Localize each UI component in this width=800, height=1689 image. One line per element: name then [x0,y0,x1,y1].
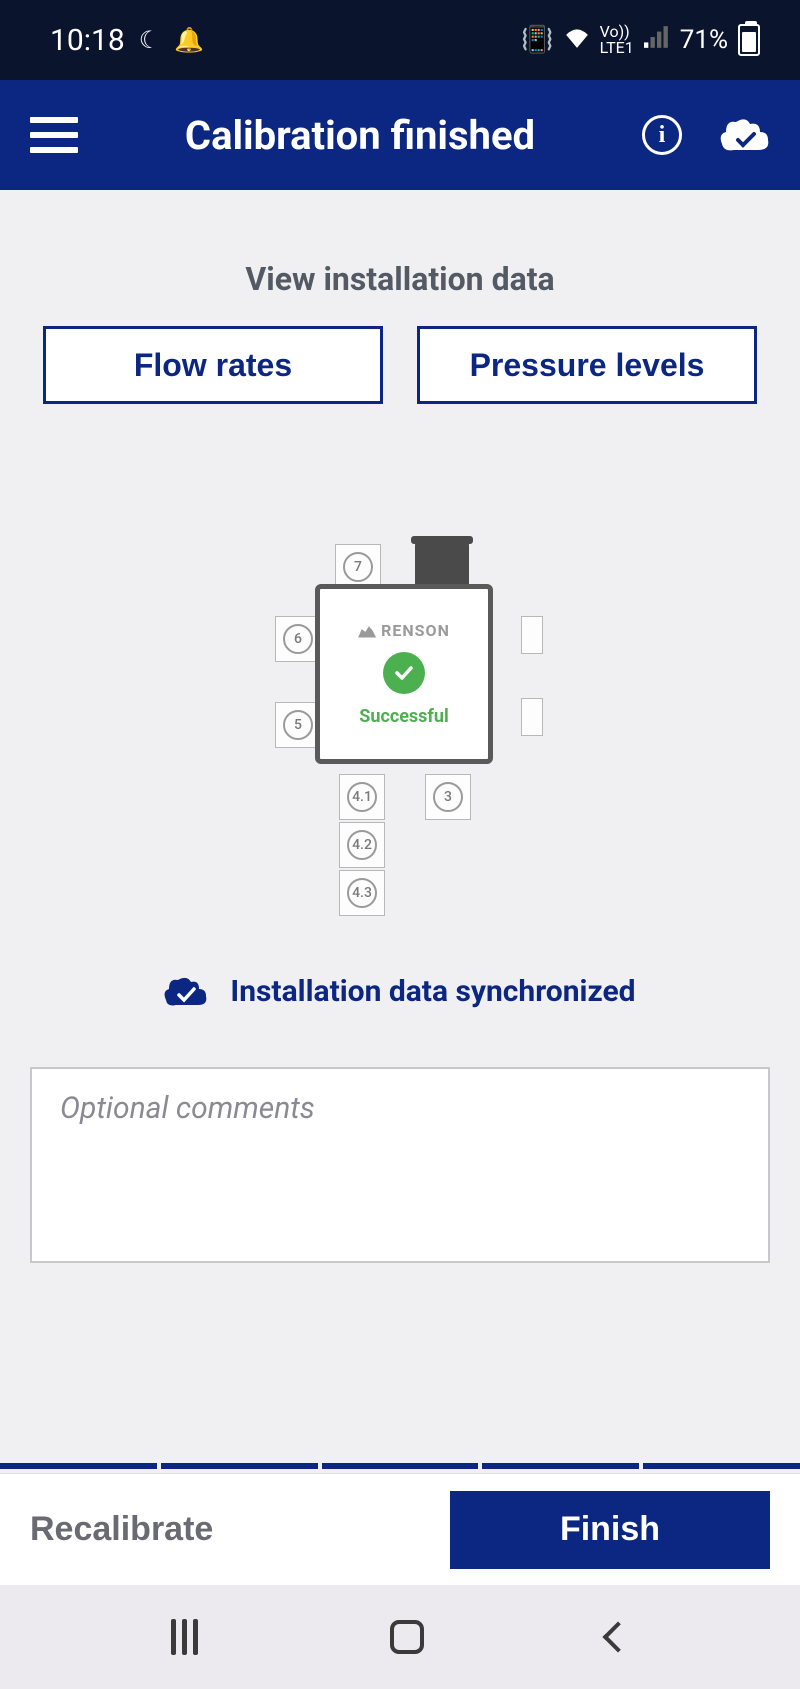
exhaust-port [415,542,469,586]
app-header: Calibration finished i [0,80,800,190]
info-icon[interactable]: i [642,115,682,155]
brand-logo-icon [358,624,376,638]
android-status-bar: 10:18 ☾ 🔔 📳 Vo))LTE1 71% [0,0,800,80]
status-right: 📳 Vo))LTE1 71% [521,24,760,56]
device-brand: RENSON [358,621,450,640]
recalibrate-button[interactable]: Recalibrate [30,1510,430,1549]
nav-home-icon[interactable] [390,1620,424,1654]
action-bar: Recalibrate Finish [0,1473,800,1585]
port-4-1: 4.1 [339,774,385,820]
port-right-1 [521,616,543,654]
port-4-3: 4.3 [339,870,385,916]
progress-indicator [0,1463,800,1469]
sync-status-text: Installation data synchronized [230,974,635,1009]
section-title: View installation data [30,260,770,298]
menu-icon[interactable] [30,117,78,153]
comments-input[interactable] [30,1067,770,1263]
nav-recent-icon[interactable] [171,1619,207,1655]
status-left: 10:18 ☾ 🔔 [50,23,204,58]
bell-icon: 🔔 [174,26,204,54]
flow-rates-button[interactable]: Flow rates [43,326,383,404]
battery-icon [738,24,760,56]
status-time: 10:18 [50,23,125,58]
signal-icon [644,25,670,55]
cloud-sync-icon[interactable] [720,118,770,152]
device-diagram: 7 6 5 3 4.1 4.2 4.3 RENSON Successful [30,544,770,914]
page-title: Calibration finished [78,112,642,159]
device-status-text: Successful [359,706,448,727]
port-4-2: 4.2 [339,822,385,868]
device-body: RENSON Successful [315,584,493,764]
port-3: 3 [425,774,471,820]
pressure-levels-button[interactable]: Pressure levels [417,326,757,404]
vibrate-icon: 📳 [521,25,553,55]
finish-button[interactable]: Finish [450,1491,770,1569]
cloud-check-icon [164,977,208,1007]
port-right-2 [521,698,543,736]
battery-percent: 71% [680,25,728,55]
sync-status-row: Installation data synchronized [30,974,770,1009]
android-nav-bar [0,1585,800,1689]
view-data-buttons: Flow rates Pressure levels [30,326,770,404]
main-content: View installation data Flow rates Pressu… [0,260,800,1267]
wifi-icon [564,25,590,55]
success-check-icon [383,652,425,694]
nav-back-icon[interactable] [602,1621,633,1652]
lte-indicator: Vo))LTE1 [600,24,634,56]
moon-icon: ☾ [139,26,161,54]
